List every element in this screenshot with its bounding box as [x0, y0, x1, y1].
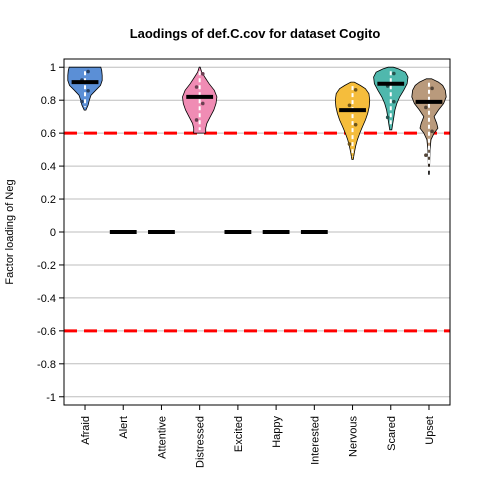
- y-axis-label: Factor loading of Neg: [4, 179, 16, 284]
- chart-title: Laodings of def.C.cov for dataset Cogito: [130, 26, 381, 41]
- y-tick-label: 0.2: [41, 194, 56, 206]
- y-tick-label: 0: [50, 227, 56, 239]
- x-tick-label: Nervous: [348, 416, 360, 457]
- violin-point: [86, 88, 90, 93]
- violin-point: [392, 99, 396, 104]
- violin-point: [80, 99, 84, 104]
- y-tick-label: -1: [46, 392, 56, 404]
- violin-point: [430, 129, 434, 134]
- y-tick-label: 0.4: [41, 161, 56, 173]
- x-tick-label: Happy: [271, 416, 283, 448]
- violin-point: [86, 69, 90, 74]
- violin-shape: [334, 81, 371, 160]
- axis-layer: -1 -0.8 -0.6 -0.4 -0.2 0 0.2 0.4 0.6 0.8 1 Afraid Al…: [37, 62, 436, 468]
- y-tick-label: -0.8: [37, 359, 56, 371]
- y-tick-label: 1: [50, 62, 56, 74]
- violin-point: [353, 122, 358, 127]
- x-tick-label: Interested: [309, 416, 321, 465]
- x-tick-label: Afraid: [80, 416, 92, 445]
- threshold-layer: [64, 131, 450, 333]
- x-tick-label: Alert: [118, 416, 130, 439]
- violin-point: [347, 103, 352, 108]
- violin-point: [424, 153, 428, 158]
- x-tick-label: Excited: [233, 416, 245, 452]
- violin-point: [200, 101, 205, 106]
- violin-point: [430, 86, 434, 91]
- x-tick-label: Attentive: [156, 416, 168, 459]
- x-tick-label: Upset: [424, 416, 436, 445]
- x-tick-label: Distressed: [195, 416, 207, 468]
- violin-point: [392, 71, 396, 76]
- y-tick-label: 0.6: [41, 128, 56, 140]
- violin-point: [194, 118, 199, 122]
- violin-point: [385, 115, 390, 120]
- y-tick-label: -0.2: [37, 260, 56, 272]
- y-tick-label: -0.4: [37, 293, 56, 305]
- plot-frame: [63, 58, 451, 406]
- y-tick-label: 0.8: [41, 95, 56, 107]
- violin-point: [200, 72, 205, 76]
- violin-point: [353, 88, 358, 92]
- y-tick-label: -0.6: [37, 326, 56, 338]
- x-tick-label: Scared: [386, 416, 398, 451]
- violin-point: [194, 85, 199, 89]
- violin-layer: [67, 66, 447, 234]
- violin-point: [347, 142, 352, 146]
- violin-point: [424, 105, 428, 110]
